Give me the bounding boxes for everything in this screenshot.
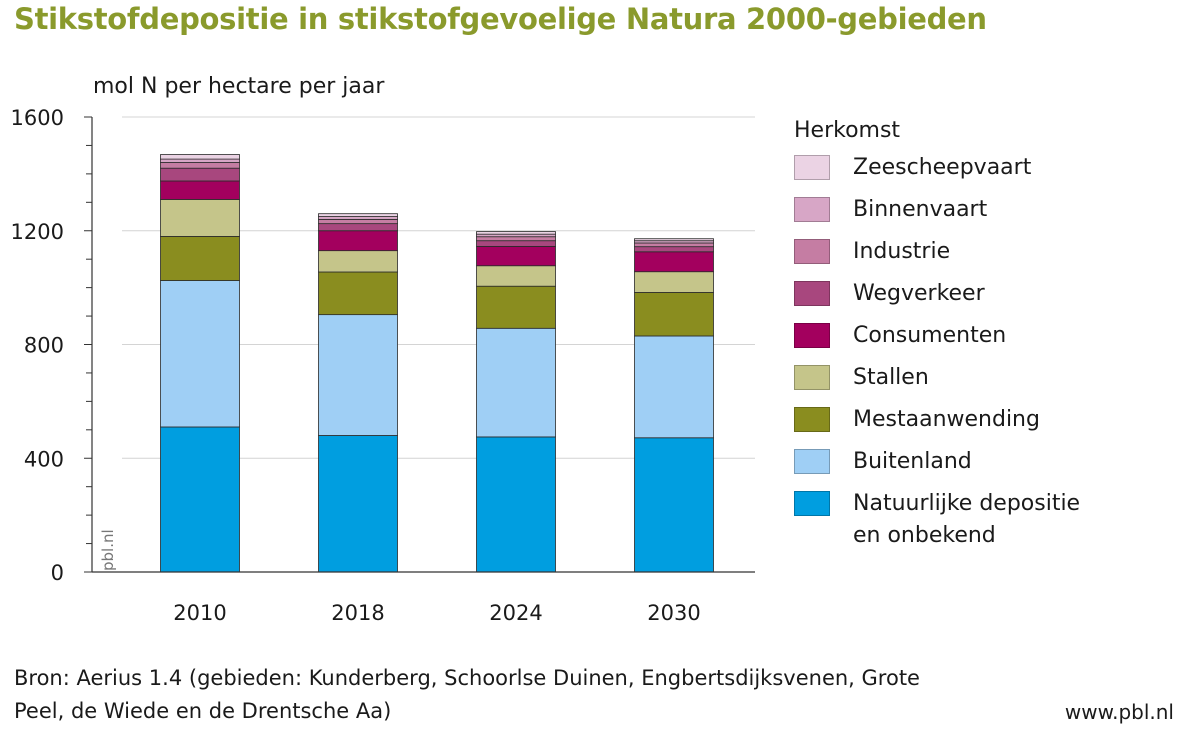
legend-swatch [794, 449, 830, 474]
legend-label: Binnenvaart [853, 197, 988, 222]
legend-item: Natuurlijke depositie en onbekend [794, 488, 1080, 548]
bar-segment [476, 265, 556, 287]
bar-segment [634, 238, 714, 242]
bar-segment [634, 292, 714, 337]
bar-segment [318, 250, 398, 273]
y-tick-label: 1200 [11, 220, 64, 244]
bar-segment [160, 280, 240, 428]
legend-label: Industrie [853, 239, 951, 264]
bar-segment [634, 271, 714, 293]
legend-item: Binnenvaart [794, 194, 987, 236]
legend-item: Stallen [794, 362, 929, 404]
bar-stack-2018 [318, 213, 398, 573]
legend-items: Zeescheepvaart Binnenvaart Industrie Wegver… [794, 152, 1080, 548]
bar-segment [476, 436, 556, 573]
bar-segment [318, 218, 398, 225]
bar-segment [634, 251, 714, 273]
bar-segment [318, 314, 398, 436]
bar-segment [318, 216, 398, 220]
y-tick-label: 1600 [11, 106, 64, 130]
legend-label: Buitenland [853, 449, 972, 474]
y-axis-label: mol N per hectare per jaar [93, 74, 385, 99]
bar-segment [476, 327, 556, 438]
bar-segment [318, 435, 398, 573]
chart-title: Stikstofdepositie in stikstofgevoelige N… [14, 2, 987, 36]
legend-label: Stallen [853, 365, 929, 390]
legend: Herkomst Zeescheepvaart Binnenvaart Indust… [794, 118, 1080, 548]
legend-item: Consumenten [794, 320, 1006, 362]
bar-segment [160, 199, 240, 237]
legend-item: Zeescheepvaart [794, 152, 1031, 194]
legend-item: Industrie [794, 236, 950, 278]
bars [160, 154, 714, 573]
bar-segment [476, 245, 556, 267]
bar-segment [318, 223, 398, 232]
x-tick-label: 2018 [331, 601, 384, 625]
legend-item: Wegverkeer [794, 278, 985, 320]
legend-swatch [794, 155, 830, 180]
legend-label: Natuurlijke depositie en onbekend [853, 491, 1081, 548]
bar-segment [160, 236, 240, 281]
bar-segment [634, 335, 714, 439]
legend-item: Buitenland [794, 446, 972, 488]
y-tick-label: 800 [24, 334, 64, 358]
bar-stack-2010 [160, 154, 240, 573]
bar-segment [318, 213, 398, 217]
legend-label: Wegverkeer [853, 281, 985, 306]
bar-segment [160, 180, 240, 200]
y-tick-label: 400 [24, 447, 64, 471]
legend-swatch [794, 197, 830, 222]
bar-stack-2030 [634, 238, 714, 573]
website-link[interactable]: www.pbl.nl [1064, 700, 1174, 724]
legend-label: Mestaanwending [853, 407, 1040, 432]
legend-swatch [794, 365, 830, 390]
legend-label: Zeescheepvaart [853, 155, 1032, 180]
bar-segment [476, 231, 556, 235]
bar-segment [160, 154, 240, 160]
bar-segment [634, 242, 714, 248]
tick-labels: 0 400 800 1200 1600 2010 2018 2024 2030 [11, 106, 701, 625]
legend-title: Herkomst [794, 118, 901, 143]
bar-segment [160, 167, 240, 182]
bar-segment [476, 285, 556, 329]
bar-segment [634, 246, 714, 253]
watermark: pbl.nl [99, 529, 117, 571]
y-tick-label: 0 [51, 561, 64, 585]
legend-swatch [794, 281, 830, 306]
bar-segment [476, 236, 556, 242]
legend-swatch [794, 239, 830, 264]
bar-segment [318, 230, 398, 252]
axes [84, 116, 755, 573]
x-tick-label: 2024 [489, 601, 542, 625]
bar-segment [160, 158, 240, 163]
x-tick-label: 2030 [647, 601, 700, 625]
bar-segment [160, 162, 240, 169]
legend-swatch [794, 323, 830, 348]
bar-segment [476, 240, 556, 247]
legend-item: Mestaanwending [794, 404, 1040, 446]
bar-segment [634, 437, 714, 573]
legend-swatch [794, 491, 830, 516]
source-note: Bron: Aerius 1.4 (gebieden: Kunderberg, … [14, 666, 920, 723]
bar-segment [160, 426, 240, 573]
bar-segment [318, 271, 398, 316]
x-tick-label: 2010 [173, 601, 226, 625]
bar-stack-2024 [476, 231, 556, 573]
legend-swatch [794, 407, 830, 432]
legend-label: Consumenten [853, 323, 1007, 348]
